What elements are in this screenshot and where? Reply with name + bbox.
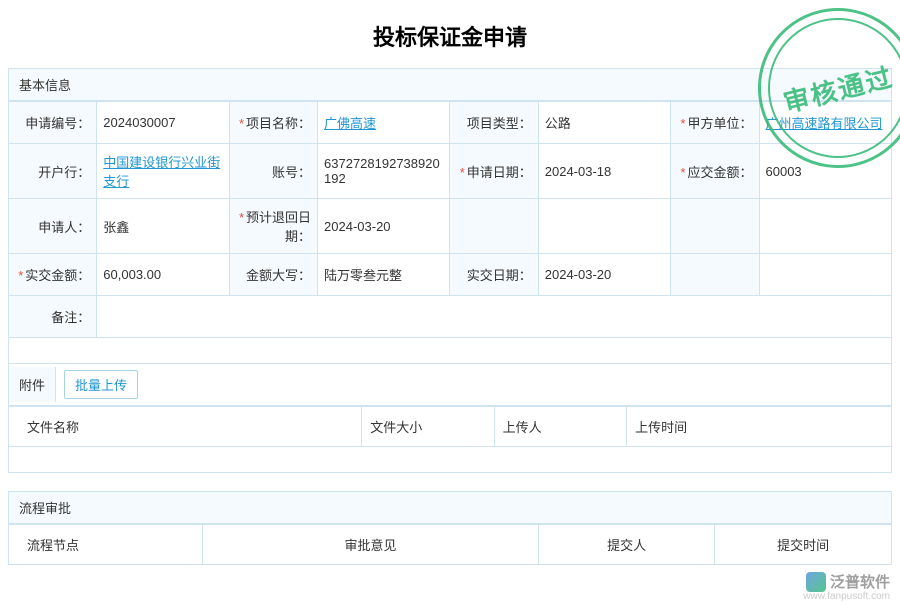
remark-value	[97, 296, 892, 338]
attachment-table: 文件名称 文件大小 上传人 上传时间	[8, 406, 892, 447]
col-node: 流程节点	[27, 538, 79, 553]
project-name-link[interactable]: 广佛高速	[324, 116, 376, 131]
project-type-label: 项目类型：	[467, 116, 532, 131]
amount-words-label: 金额大写：	[246, 268, 311, 283]
paid-date-value: 2024-03-20	[545, 267, 612, 282]
page-title: 投标保证金申请	[8, 8, 892, 68]
paid-amount-value: 60,003.00	[103, 267, 161, 282]
bank-label: 开户行：	[38, 165, 90, 180]
watermark-logo-icon	[806, 572, 826, 592]
project-type-value: 公路	[545, 116, 571, 131]
basic-info-table: 申请编号： 2024030007 *项目名称： 广佛高速 项目类型： 公路 *甲…	[8, 101, 892, 364]
remark-label: 备注：	[51, 310, 90, 325]
batch-upload-button[interactable]: 批量上传	[64, 370, 138, 399]
project-name-label: 项目名称：	[246, 116, 311, 131]
return-date-value: 2024-03-20	[324, 219, 391, 234]
section-approval: 流程审批	[8, 491, 892, 524]
account-label: 账号：	[272, 165, 311, 180]
col-uploadtime: 上传时间	[635, 420, 687, 435]
return-date-label: 预计退回日期：	[246, 210, 311, 244]
applicant-label: 申请人：	[38, 220, 90, 235]
due-amount-value: 60003	[766, 164, 802, 179]
owner-label: 甲方单位：	[687, 116, 752, 131]
paid-amount-label: 实交金额：	[25, 268, 90, 283]
bank-link[interactable]: 中国建设银行兴业街支行	[103, 155, 220, 189]
col-submittime: 提交时间	[777, 538, 829, 553]
section-attachment: 附件	[9, 367, 56, 402]
col-filename: 文件名称	[27, 420, 79, 435]
col-uploader: 上传人	[503, 420, 542, 435]
watermark-brand: 泛普软件	[830, 571, 890, 592]
approval-table: 流程节点 审批意见 提交人 提交时间	[8, 524, 892, 565]
attachment-empty-area	[8, 447, 892, 473]
col-opinion: 审批意见	[345, 538, 397, 553]
apply-date-value: 2024-03-18	[545, 164, 612, 179]
amount-words-value: 陆万零叁元整	[324, 268, 402, 283]
applicant-value: 张鑫	[103, 220, 129, 235]
paid-date-label: 实交日期：	[467, 268, 532, 283]
account-value: 63727281927389201​92	[324, 156, 440, 186]
app-no-label: 申请编号：	[25, 116, 90, 131]
app-no-value: 2024030007	[103, 115, 175, 130]
col-filesize: 文件大小	[370, 420, 422, 435]
col-submitter: 提交人	[607, 538, 646, 553]
due-amount-label: 应交金额：	[687, 165, 752, 180]
watermark-url: www.fanpusoft.com	[803, 591, 890, 602]
apply-date-label: 申请日期：	[467, 165, 532, 180]
watermark: 泛普软件	[806, 571, 890, 592]
